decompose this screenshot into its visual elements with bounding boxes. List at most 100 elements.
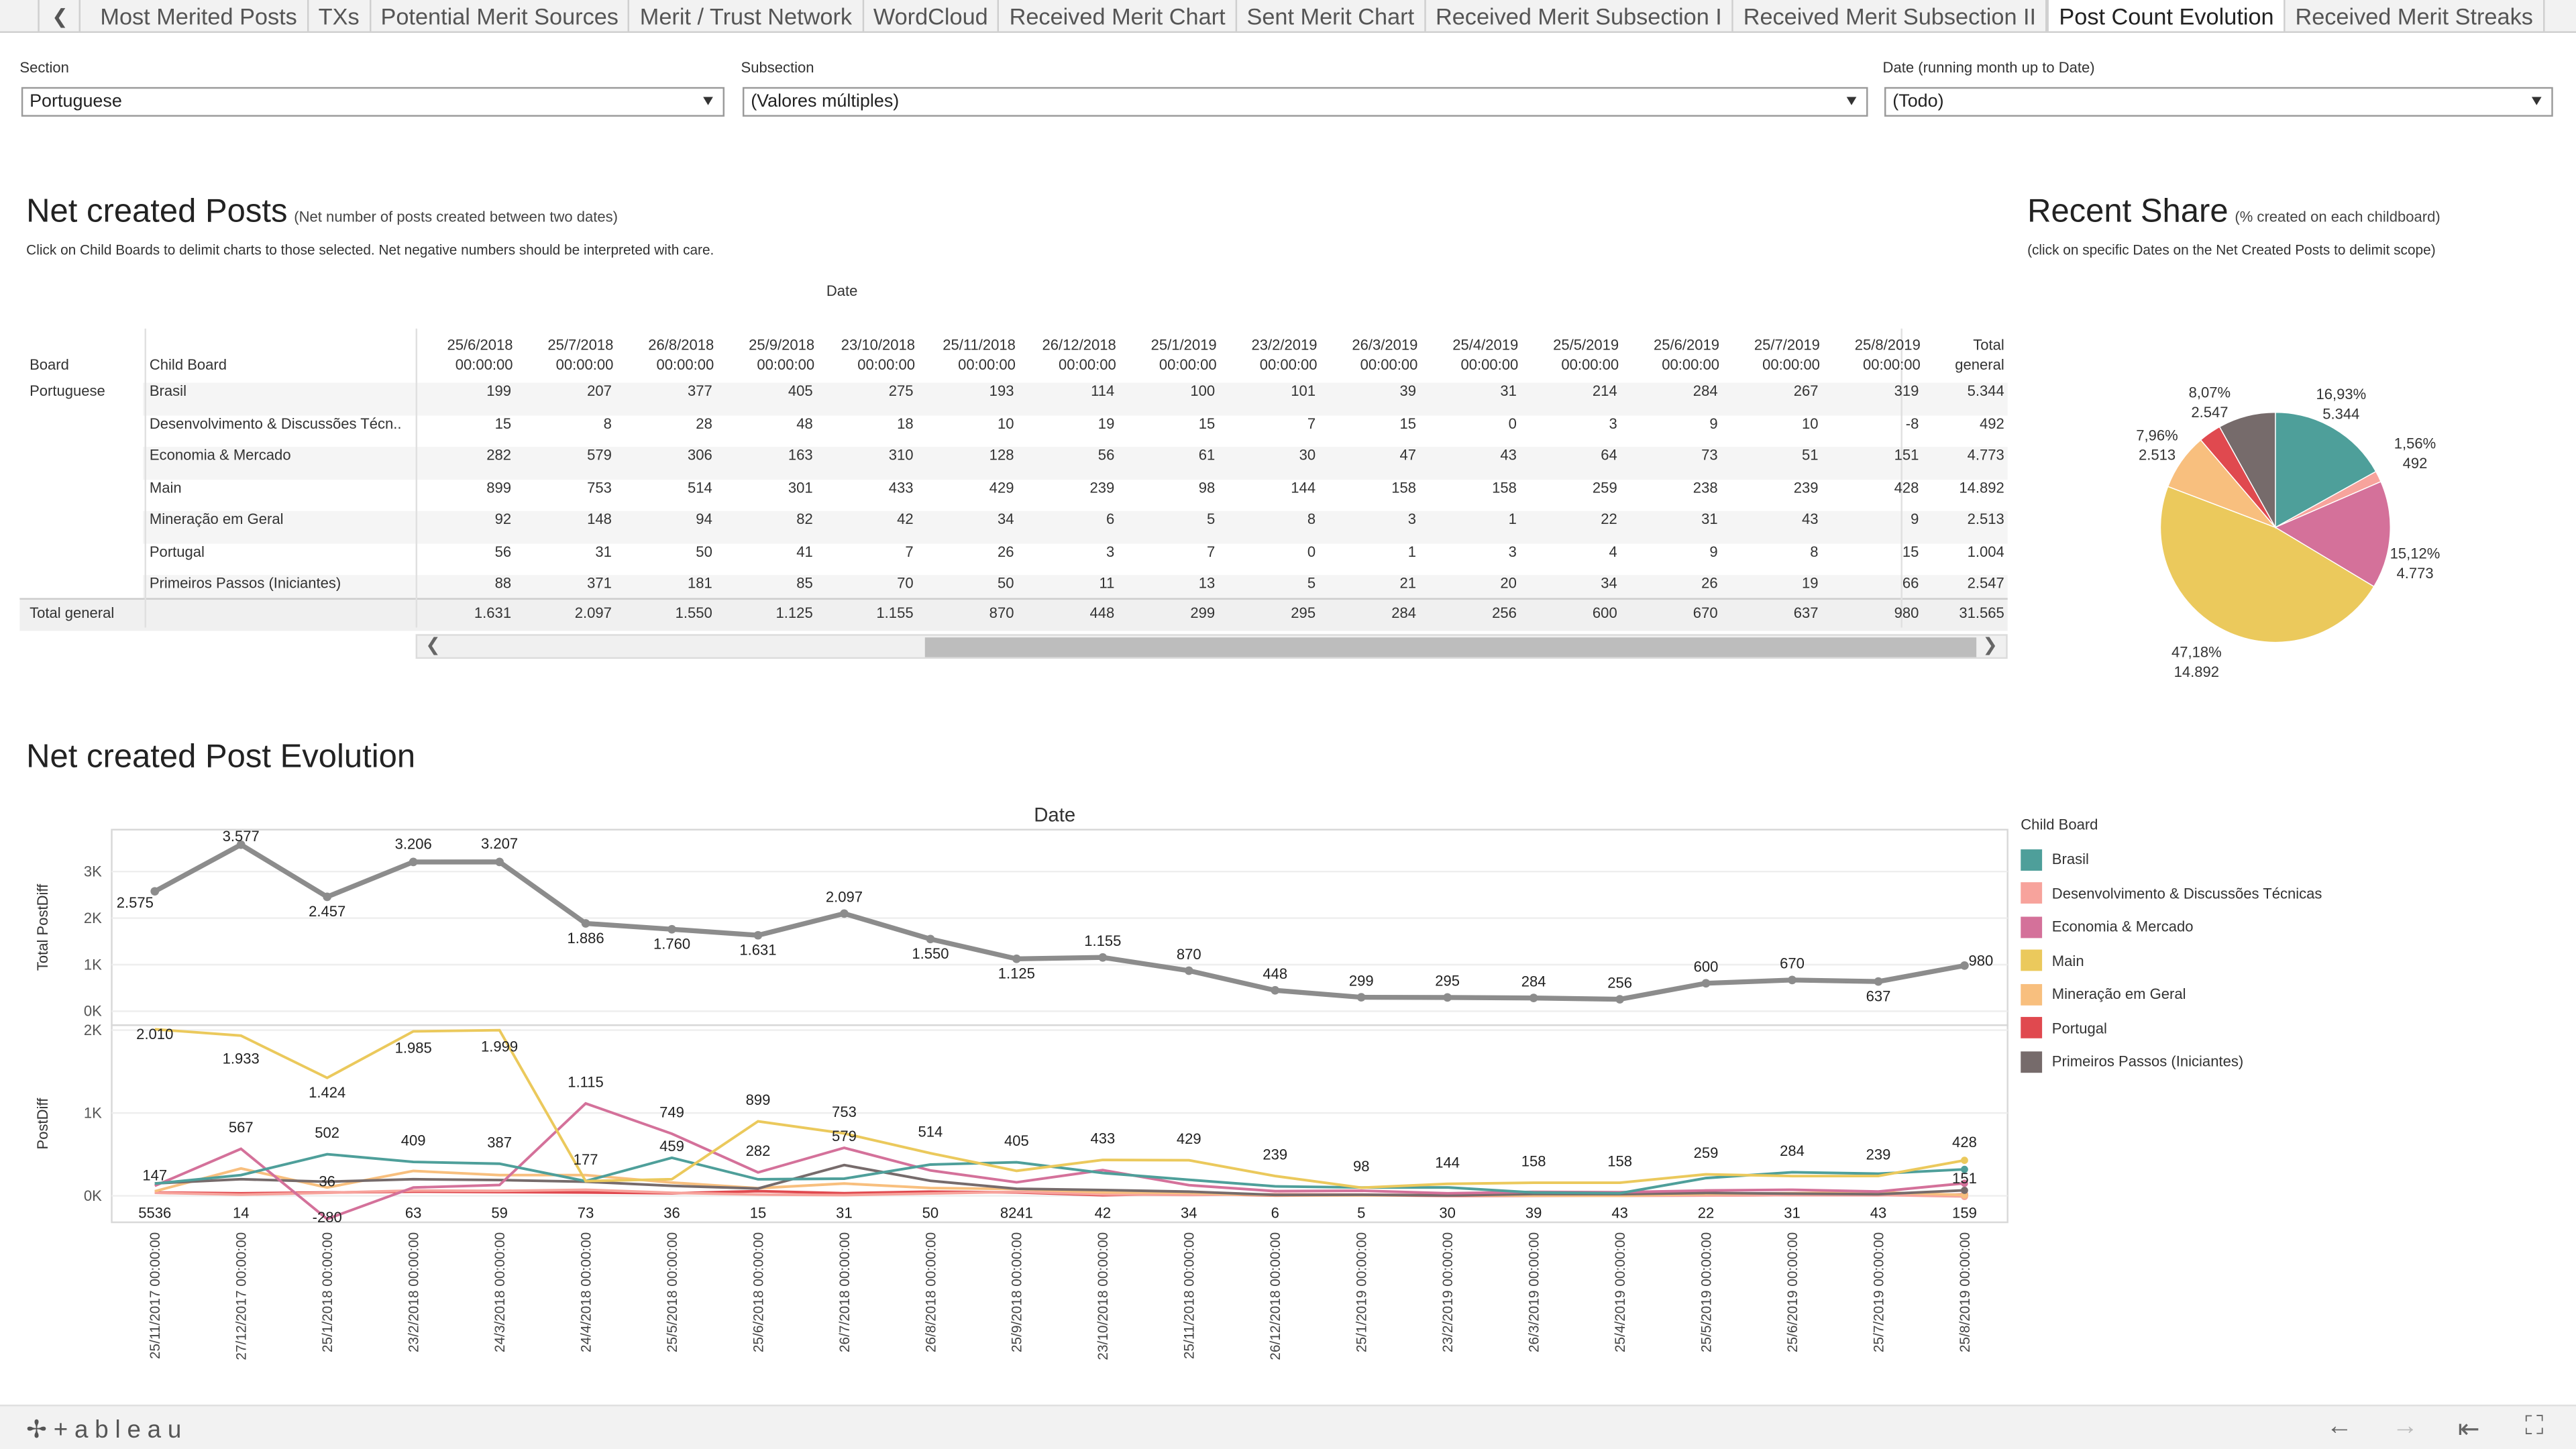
table-cell[interactable]: 9 — [1709, 543, 1718, 559]
table-cell[interactable]: 39 — [1399, 382, 1416, 400]
table-cell[interactable]: 1 — [1508, 511, 1517, 528]
table-cell[interactable]: 284 — [1693, 382, 1718, 400]
column-date-header[interactable]: 23/2/2019 — [1251, 337, 1318, 354]
table-cell[interactable]: 28 — [696, 415, 712, 431]
table-cell[interactable]: 31 — [1701, 511, 1718, 528]
tableau-logo[interactable]: ✢+ableau — [26, 1415, 188, 1444]
total-postdiff-point[interactable] — [1874, 977, 1883, 986]
table-cell[interactable]: 10 — [1801, 415, 1819, 431]
column-date-header[interactable]: 23/10/2018 — [841, 337, 916, 354]
table-cell[interactable]: 301 — [788, 478, 813, 496]
table-cell[interactable]: 753 — [587, 478, 612, 496]
tab-received-merit-chart[interactable]: Received Merit Chart — [1000, 0, 1237, 32]
board-name[interactable]: Portuguese — [30, 382, 105, 400]
table-cell[interactable]: 41 — [796, 543, 813, 559]
total-postdiff-point[interactable] — [1960, 961, 1969, 970]
total-postdiff-point[interactable] — [1098, 953, 1108, 962]
table-cell[interactable]: 5 — [1307, 575, 1316, 592]
table-cell[interactable]: 319 — [1894, 382, 1919, 400]
table-cell[interactable]: 163 — [788, 447, 813, 464]
date-filter-dropdown[interactable]: (Todo) — [1884, 87, 2553, 117]
child-board-name[interactable]: Desenvolvimento & Discussões Técn.. — [149, 415, 402, 431]
column-date-header[interactable]: 25/4/2019 — [1452, 337, 1519, 354]
column-date-header[interactable]: 25/8/2019 — [1854, 337, 1921, 354]
total-postdiff-line[interactable] — [154, 841, 1966, 1002]
total-postdiff-point[interactable] — [495, 857, 504, 867]
revert-icon[interactable]: ⇤ — [2457, 1416, 2480, 1444]
total-postdiff-point[interactable] — [581, 919, 590, 928]
total-postdiff-point[interactable] — [667, 924, 676, 934]
series-line[interactable] — [154, 1152, 1965, 1195]
table-cell[interactable]: 42 — [897, 511, 914, 528]
table-cell[interactable]: 31 — [1500, 382, 1517, 400]
table-cell[interactable]: 15 — [1399, 415, 1416, 431]
table-cell[interactable]: 259 — [1592, 478, 1617, 496]
total-postdiff-point[interactable] — [1184, 966, 1193, 975]
table-cell[interactable]: 43 — [1801, 511, 1819, 528]
series-line[interactable] — [154, 1028, 1965, 1189]
table-cell[interactable]: 18 — [897, 415, 914, 431]
table-cell[interactable]: 30 — [1299, 447, 1316, 464]
table-cell[interactable]: 3 — [1407, 511, 1416, 528]
table-cell[interactable]: 101 — [1291, 382, 1316, 400]
table-cell[interactable]: 15 — [1198, 415, 1216, 431]
total-postdiff-point[interactable] — [926, 934, 935, 944]
table-cell[interactable]: 43 — [1500, 447, 1517, 464]
total-postdiff-point[interactable] — [840, 909, 849, 918]
table-cell[interactable]: 282 — [486, 447, 512, 464]
table-cell[interactable]: 0 — [1508, 415, 1517, 431]
total-postdiff-point[interactable] — [753, 930, 763, 940]
series-line[interactable] — [154, 1102, 1965, 1221]
table-cell[interactable]: 94 — [696, 511, 712, 528]
tab-wordcloud[interactable]: WordCloud — [863, 0, 1000, 32]
series-end-point[interactable] — [1961, 1179, 1968, 1187]
tab-most-merited-posts[interactable]: Most Merited Posts — [91, 0, 309, 32]
child-board-name[interactable]: Mineração em Geral — [149, 511, 284, 528]
table-cell[interactable]: 13 — [1198, 575, 1216, 592]
table-cell[interactable]: 405 — [788, 382, 813, 400]
table-cell[interactable]: 158 — [1391, 478, 1416, 496]
table-cell[interactable]: 3 — [1508, 543, 1517, 559]
total-postdiff-point[interactable] — [1529, 994, 1538, 1003]
table-cell[interactable]: 6 — [1106, 511, 1115, 528]
table-cell[interactable]: 128 — [989, 447, 1014, 464]
pie-slice[interactable] — [2159, 486, 2375, 643]
column-date-header[interactable]: 26/3/2019 — [1352, 337, 1418, 354]
table-cell[interactable]: 56 — [494, 543, 512, 559]
table-cell[interactable]: 73 — [1701, 447, 1718, 464]
table-cell[interactable]: 9 — [1709, 415, 1718, 431]
post-evolution-line-chart[interactable]: Date 0K 1K 2K 3K Total PostDiff 0K 1K 2K PostDiff… — [19, 797, 2010, 1389]
table-cell[interactable]: 428 — [1894, 478, 1919, 496]
crosstab-horizontal-scrollbar[interactable]: ❮ ❯ — [415, 634, 2008, 659]
table-cell[interactable]: 899 — [486, 478, 512, 496]
table-cell[interactable]: 148 — [587, 511, 612, 528]
table-cell[interactable]: 48 — [796, 415, 813, 431]
column-date-header[interactable]: 26/12/2018 — [1042, 337, 1116, 354]
table-cell[interactable]: 1 — [1407, 543, 1416, 559]
tab-scroll-left-button[interactable]: ❮ — [41, 0, 81, 32]
total-postdiff-point[interactable] — [1443, 993, 1452, 1002]
table-cell[interactable]: 20 — [1500, 575, 1517, 592]
table-cell[interactable]: 70 — [897, 575, 914, 592]
table-cell[interactable]: 371 — [587, 575, 612, 592]
total-postdiff-point[interactable] — [1615, 995, 1624, 1004]
table-cell[interactable]: 267 — [1793, 382, 1819, 400]
table-cell[interactable]: 239 — [1793, 478, 1819, 496]
table-cell[interactable]: 377 — [688, 382, 712, 400]
table-cell[interactable]: 238 — [1693, 478, 1718, 496]
table-cell[interactable]: 85 — [796, 575, 813, 592]
table-cell[interactable]: 34 — [997, 511, 1014, 528]
tab-received-merit-subsection-i[interactable]: Received Merit Subsection I — [1426, 0, 1734, 32]
total-postdiff-point[interactable] — [323, 892, 332, 902]
table-cell[interactable]: 275 — [888, 382, 914, 400]
table-cell[interactable]: 11 — [1099, 575, 1115, 592]
pie-slice[interactable] — [2274, 480, 2391, 588]
total-postdiff-point[interactable] — [1271, 985, 1280, 995]
table-cell[interactable]: 151 — [1894, 447, 1919, 464]
table-cell[interactable]: 19 — [1801, 575, 1819, 592]
tab-merit-trust-network[interactable]: Merit / Trust Network — [630, 0, 864, 32]
table-cell[interactable]: 158 — [1492, 478, 1517, 496]
table-cell[interactable]: 8 — [1307, 511, 1316, 528]
table-cell[interactable]: -8 — [1905, 415, 1919, 431]
total-postdiff-point[interactable] — [1356, 993, 1366, 1002]
